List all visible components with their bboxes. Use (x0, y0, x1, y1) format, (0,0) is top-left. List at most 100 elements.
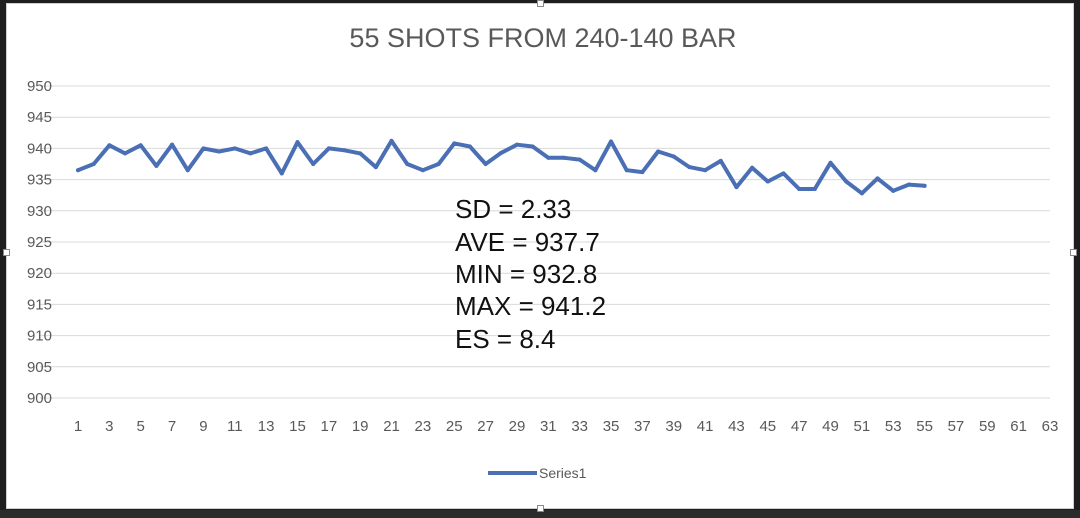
stat-max: MAX = 941.2 (455, 291, 606, 321)
data-point[interactable] (452, 141, 457, 146)
y-tick-label: 940 (27, 140, 52, 157)
data-point[interactable] (295, 140, 300, 145)
data-point[interactable] (859, 191, 864, 196)
data-point[interactable] (671, 154, 676, 159)
data-point[interactable] (844, 179, 849, 184)
data-point[interactable] (405, 162, 410, 166)
data-point[interactable] (373, 165, 378, 170)
data-point[interactable] (483, 162, 488, 166)
data-point[interactable] (624, 168, 629, 173)
data-point[interactable] (828, 160, 833, 165)
data-point[interactable] (138, 143, 143, 148)
data-point[interactable] (656, 149, 661, 154)
data-point[interactable] (326, 146, 331, 151)
x-tick-label: 9 (199, 418, 207, 435)
data-point[interactable] (718, 158, 723, 163)
data-point[interactable] (687, 165, 692, 170)
data-point[interactable] (76, 168, 80, 173)
x-tick-label: 33 (571, 418, 588, 435)
data-point[interactable] (185, 168, 190, 173)
data-point[interactable] (107, 143, 112, 148)
data-point[interactable] (170, 142, 175, 147)
data-point[interactable] (91, 162, 96, 166)
data-point[interactable] (593, 168, 598, 173)
x-tick-label: 37 (634, 418, 651, 435)
data-point[interactable] (891, 188, 896, 193)
data-point[interactable] (217, 149, 222, 154)
data-point[interactable] (467, 144, 472, 149)
x-axis-tick-labels: 1 3 5 7 9 11 13 15 17 19 21 23 25 27 29 31 33 35 37 39 41 43 4… (74, 418, 1059, 435)
legend[interactable]: Series1 (488, 465, 587, 481)
data-point[interactable] (734, 185, 739, 190)
series-plot[interactable] (76, 138, 927, 196)
y-tick-label: 910 (27, 328, 52, 345)
chart-title: 55 SHOTS FROM 240-140 BAR (349, 23, 736, 53)
data-point[interactable] (264, 146, 269, 151)
resize-handle-left[interactable] (3, 249, 10, 256)
data-point[interactable] (514, 142, 519, 147)
data-point[interactable] (812, 186, 817, 191)
data-point[interactable] (797, 186, 802, 191)
data-point[interactable] (154, 163, 159, 168)
x-tick-label: 51 (854, 418, 871, 435)
y-tick-label: 915 (27, 296, 52, 313)
legend-label-series1: Series1 (539, 465, 587, 481)
x-tick-label: 41 (697, 418, 714, 435)
x-tick-label: 11 (227, 418, 243, 435)
x-tick-label: 17 (320, 418, 337, 435)
data-point[interactable] (436, 162, 441, 166)
x-tick-label: 15 (289, 418, 306, 435)
data-point[interactable] (342, 148, 347, 153)
x-tick-label: 25 (446, 418, 463, 435)
data-point[interactable] (279, 171, 284, 176)
x-tick-label: 21 (383, 418, 400, 435)
data-point[interactable] (499, 150, 504, 155)
x-tick-label: 43 (728, 418, 745, 435)
data-point[interactable] (232, 146, 237, 151)
y-tick-label: 945 (27, 109, 52, 126)
x-tick-label: 63 (1042, 418, 1059, 435)
y-tick-label: 930 (27, 203, 52, 220)
data-point[interactable] (703, 168, 708, 173)
chart-area[interactable] (6, 3, 1074, 509)
data-point[interactable] (248, 151, 253, 156)
resize-handle-top[interactable] (537, 0, 544, 7)
data-point[interactable] (389, 138, 394, 143)
data-point[interactable] (640, 170, 645, 175)
x-tick-label: 7 (168, 418, 176, 435)
data-point[interactable] (123, 151, 128, 156)
resize-handle-right[interactable] (1070, 249, 1077, 256)
data-point[interactable] (906, 182, 911, 187)
data-point[interactable] (609, 139, 614, 144)
x-tick-label: 55 (916, 418, 933, 435)
x-tick-label: 35 (603, 418, 620, 435)
x-tick-label: 59 (979, 418, 996, 435)
data-point[interactable] (201, 146, 206, 151)
data-point[interactable] (311, 162, 316, 166)
y-tick-label: 905 (27, 359, 52, 376)
x-tick-label: 13 (258, 418, 275, 435)
data-point[interactable] (875, 176, 880, 181)
data-point[interactable] (922, 183, 927, 188)
data-point[interactable] (530, 144, 535, 149)
y-tick-label: 900 (27, 390, 52, 407)
data-point[interactable] (577, 157, 582, 162)
y-axis-tick-labels: 950 945 940 935 930 925 920 915 910 905 900 (27, 78, 52, 407)
stat-ave: AVE = 937.7 (455, 227, 600, 257)
taskbar-strip (0, 510, 1080, 518)
data-point[interactable] (358, 151, 363, 156)
y-tick-label: 920 (27, 265, 52, 282)
x-tick-label: 53 (885, 418, 902, 435)
x-tick-label: 3 (105, 418, 113, 435)
data-point[interactable] (750, 165, 755, 170)
data-point[interactable] (420, 168, 425, 173)
data-point[interactable] (546, 155, 551, 160)
stat-sd: SD = 2.33 (455, 194, 571, 224)
data-point[interactable] (562, 155, 566, 160)
y-tick-label: 950 (27, 78, 52, 95)
data-point[interactable] (765, 179, 770, 184)
x-tick-label: 19 (352, 418, 369, 435)
data-point[interactable] (781, 171, 786, 176)
resize-handle-bottom[interactable] (537, 505, 544, 512)
